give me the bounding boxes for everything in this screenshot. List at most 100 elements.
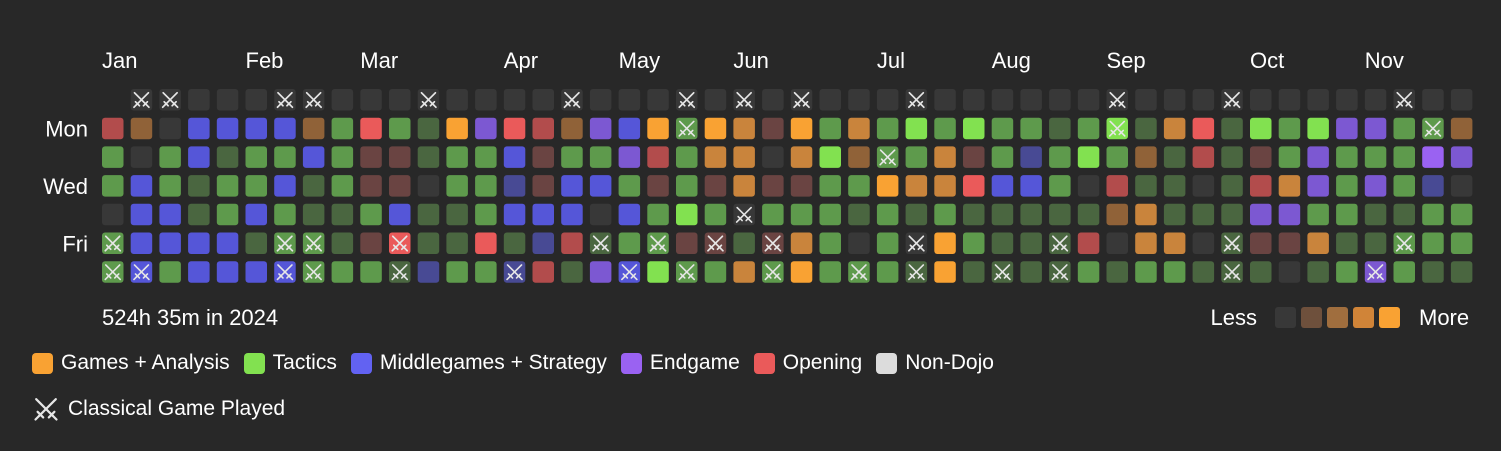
heatmap-cell[interactable] [216,146,239,168]
heatmap-cell[interactable] [1336,261,1358,283]
heatmap-cell[interactable] [245,89,268,111]
heatmap-cell[interactable] [331,203,354,226]
heatmap-cell[interactable] [905,146,928,168]
heatmap-cell[interactable] [934,203,956,226]
legend-item[interactable]: Non-Dojo [876,351,994,375]
heatmap-cell[interactable] [790,232,813,255]
heatmap-cell[interactable] [1336,146,1358,168]
heatmap-cell[interactable] [733,232,755,255]
heatmap-cell[interactable] [1049,89,1071,111]
heatmap-cell[interactable] [876,175,899,197]
heatmap-cell[interactable] [1020,261,1042,283]
heatmap-cell[interactable] [1106,146,1129,168]
heatmap-cell[interactable] [188,232,210,255]
heatmap-cell[interactable] [331,175,354,197]
heatmap-cell[interactable] [245,232,268,255]
heatmap-cell[interactable] [245,261,268,283]
heatmap-cell[interactable] [733,146,755,168]
heatmap-cell[interactable] [561,232,583,255]
heatmap-cell[interactable] [1336,117,1358,140]
heatmap-cell[interactable] [618,146,641,168]
heatmap-cell[interactable] [1307,232,1329,255]
heatmap-cell[interactable] [274,203,296,226]
heatmap-cell[interactable] [1364,232,1387,255]
heatmap-cell[interactable] [188,89,210,111]
heatmap-cell[interactable] [1307,175,1329,197]
heatmap-cell[interactable] [1192,175,1215,197]
heatmap-cell[interactable] [1278,89,1301,111]
heatmap-cell[interactable] [876,89,899,111]
heatmap-cell[interactable] [1077,146,1100,168]
heatmap-cell[interactable] [1077,261,1100,283]
heatmap-cell[interactable] [302,117,325,140]
heatmap-cell[interactable] [1250,203,1272,226]
heatmap-cell[interactable] [561,261,583,283]
heatmap-cell[interactable] [446,89,468,111]
heatmap-cell[interactable] [216,203,239,226]
heatmap-cell[interactable] [676,232,698,255]
heatmap-cell[interactable] [1106,203,1129,226]
legend-item[interactable]: Tactics [243,351,337,375]
heatmap-cell[interactable] [1135,117,1157,140]
heatmap-cell[interactable] [159,146,181,168]
heatmap-cell[interactable] [130,203,153,226]
heatmap-cell[interactable] [934,117,956,140]
heatmap-cell[interactable] [704,261,727,283]
heatmap-cell[interactable] [1020,175,1042,197]
heatmap-cell[interactable] [1336,203,1358,226]
heatmap-cell[interactable] [475,175,497,197]
heatmap-cell[interactable] [676,146,698,168]
heatmap-cell[interactable] [762,175,784,197]
heatmap-cell[interactable] [1077,203,1100,226]
heatmap-cell[interactable] [274,146,296,168]
heatmap-cell[interactable] [1278,232,1301,255]
heatmap-cell[interactable] [876,232,899,255]
heatmap-cell[interactable] [389,146,411,168]
heatmap-cell[interactable] [102,117,124,140]
heatmap-cell[interactable] [1364,175,1387,197]
heatmap-cell[interactable] [762,89,784,111]
heatmap-cell[interactable] [245,175,268,197]
heatmap-cell[interactable] [532,175,555,197]
heatmap-cell[interactable] [589,203,612,226]
heatmap-cell[interactable] [274,117,296,140]
heatmap-cell[interactable] [360,175,382,197]
heatmap-cell[interactable] [1393,203,1416,226]
heatmap-cell[interactable] [1192,203,1215,226]
heatmap-cell[interactable] [1077,175,1100,197]
heatmap-cell[interactable] [331,232,354,255]
heatmap-cell[interactable] [848,89,870,111]
heatmap-cell[interactable] [1278,261,1301,283]
heatmap-cell[interactable] [618,89,641,111]
heatmap-cell[interactable] [589,89,612,111]
heatmap-cell[interactable] [1307,261,1329,283]
heatmap-cell[interactable] [1393,146,1416,168]
heatmap-cell[interactable] [302,175,325,197]
heatmap-cell[interactable] [819,89,842,111]
heatmap-cell[interactable] [790,203,813,226]
heatmap-cell[interactable] [188,175,210,197]
heatmap-cell[interactable] [848,203,870,226]
heatmap-cell[interactable] [1163,232,1186,255]
heatmap-cell[interactable] [475,117,497,140]
heatmap-cell[interactable] [389,117,411,140]
heatmap-cell[interactable] [532,89,555,111]
heatmap-cell[interactable] [1192,232,1215,255]
heatmap-cell[interactable] [245,146,268,168]
heatmap-cell[interactable] [1364,89,1387,111]
heatmap-cell[interactable] [991,146,1014,168]
heatmap-cell[interactable] [848,117,870,140]
heatmap-cell[interactable] [762,146,784,168]
heatmap-cell[interactable] [1077,117,1100,140]
heatmap-cell[interactable] [216,261,239,283]
heatmap-cell[interactable] [733,117,755,140]
heatmap-cell[interactable] [159,175,181,197]
heatmap-cell[interactable] [475,232,497,255]
heatmap-cell[interactable] [934,175,956,197]
heatmap-cell[interactable] [102,175,124,197]
heatmap-cell[interactable] [1393,117,1416,140]
heatmap-cell[interactable] [1450,232,1473,255]
heatmap-cell[interactable] [446,146,468,168]
heatmap-cell[interactable] [532,117,555,140]
heatmap-cell[interactable] [934,89,956,111]
